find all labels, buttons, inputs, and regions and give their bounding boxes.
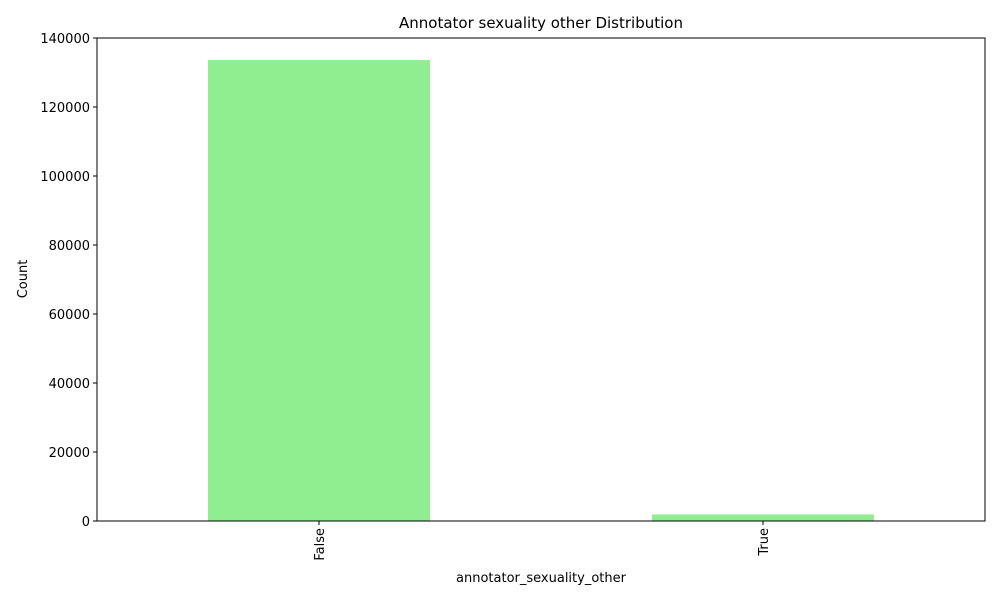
plot-frame bbox=[96, 37, 986, 522]
y-tick-label: 120000 bbox=[40, 101, 90, 116]
y-tick-label: 100000 bbox=[40, 170, 90, 185]
chart-marks: 0 20000 40000 60000 80000 100000 120000 140000 F… bbox=[40, 32, 874, 561]
bar-false bbox=[208, 60, 430, 522]
y-tick-label: 0 bbox=[82, 515, 90, 530]
x-axis-label: annotator_sexuality_other bbox=[456, 571, 627, 586]
y-tick-label: 80000 bbox=[49, 239, 90, 254]
chart-title: Annotator sexuality other Distribution bbox=[399, 14, 683, 32]
bar-true bbox=[652, 514, 874, 521]
y-axis-label: Count bbox=[16, 260, 31, 299]
y-tick-label: 40000 bbox=[49, 377, 90, 392]
x-tick-label: False bbox=[313, 528, 328, 561]
x-tick-label: True bbox=[757, 528, 772, 557]
y-tick-label: 20000 bbox=[49, 446, 90, 461]
y-tick-label: 60000 bbox=[49, 308, 90, 323]
y-tick-label: 140000 bbox=[40, 32, 90, 47]
